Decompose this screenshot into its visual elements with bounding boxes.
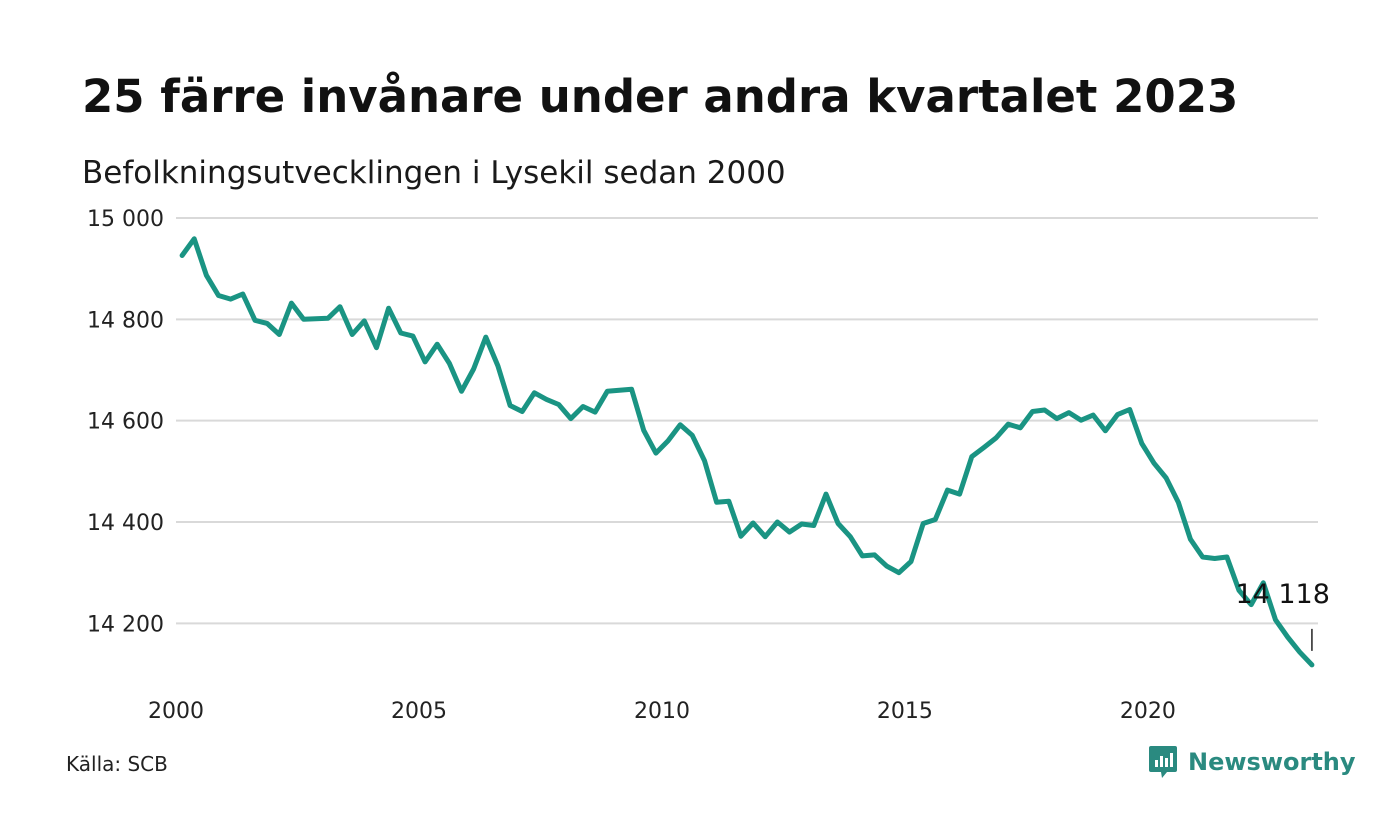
y-tick-label: 14 200 (87, 612, 164, 637)
chart-subtitle: Befolkningsutvecklingen i Lysekil sedan … (82, 155, 786, 191)
y-tick-label: 14 800 (87, 308, 164, 333)
end-value-label: 14 118 (1235, 579, 1329, 610)
x-tick-label: 2000 (148, 699, 204, 724)
brand-logo: Newsworthy (1148, 744, 1356, 780)
x-tick-label: 2015 (877, 699, 933, 724)
y-tick-label: 14 600 (87, 410, 164, 435)
x-tick-label: 2020 (1120, 699, 1176, 724)
series-line (179, 236, 1315, 668)
x-tick-label: 2005 (391, 699, 447, 724)
x-tick-label: 2010 (634, 699, 690, 724)
source-note: Källa: SCB (66, 752, 168, 776)
y-tick-label: 15 000 (87, 207, 164, 232)
newsworthy-logo-icon (1149, 746, 1177, 778)
brand-name: Newsworthy (1188, 748, 1356, 776)
chart-title: 25 färre invånare under andra kvartalet … (82, 70, 1239, 123)
y-tick-label: 14 400 (87, 511, 164, 536)
